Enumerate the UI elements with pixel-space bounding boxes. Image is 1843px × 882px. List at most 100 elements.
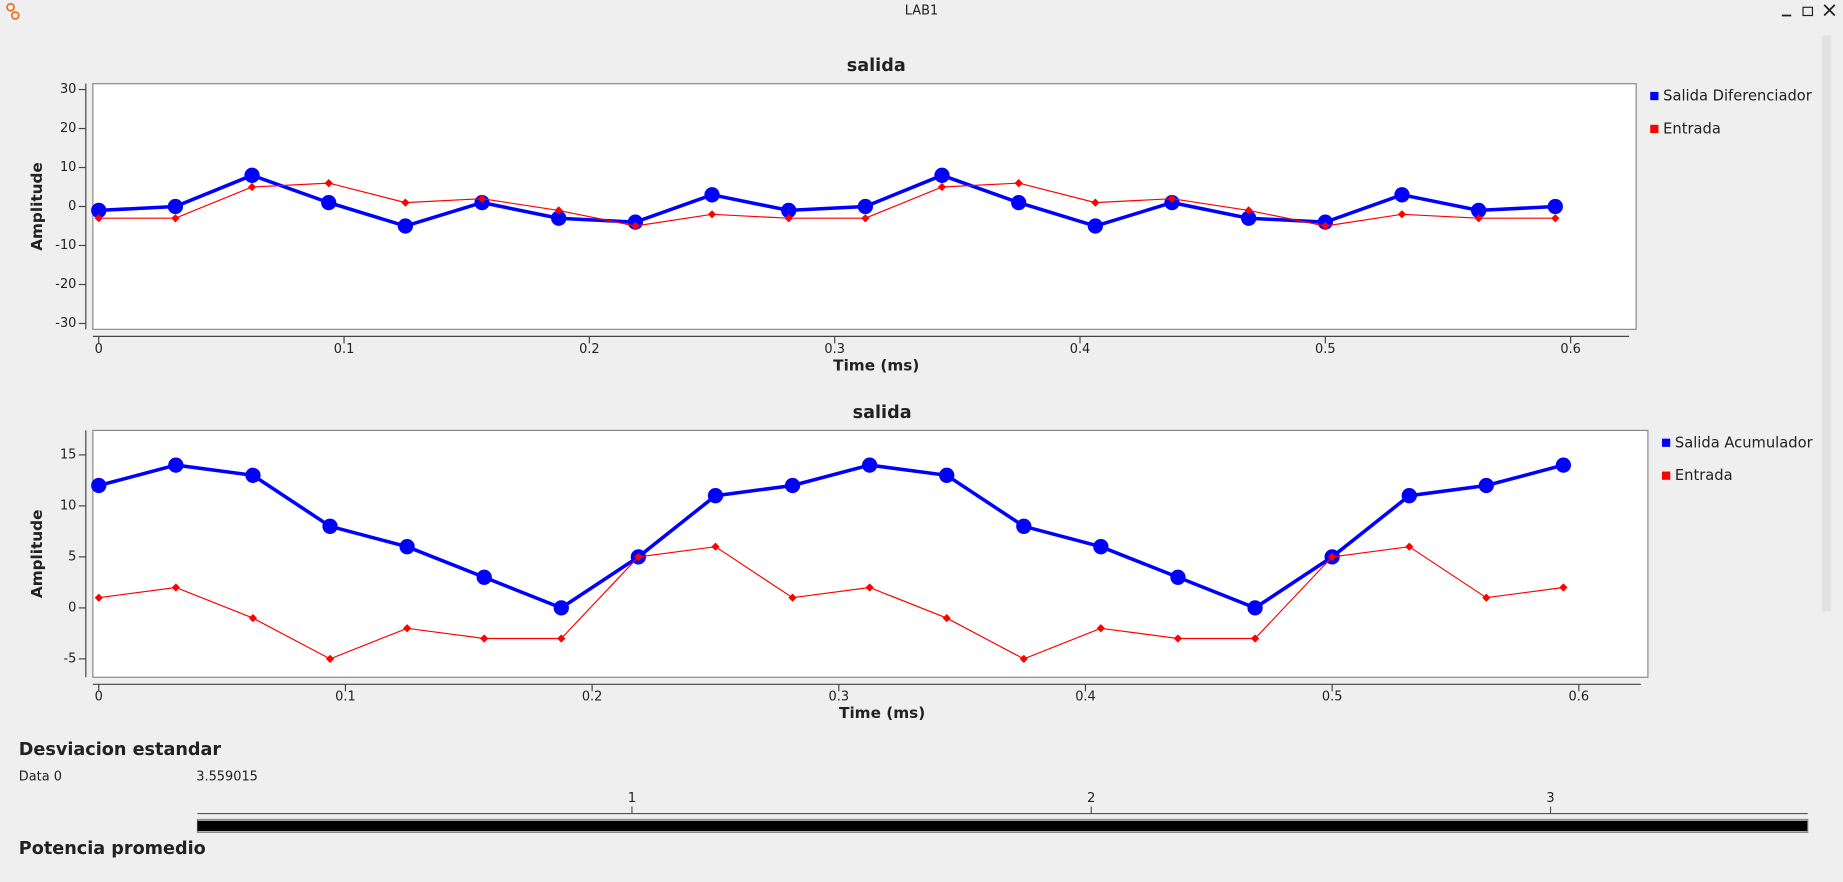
data-point (551, 210, 567, 226)
data-point (399, 539, 415, 555)
maximize-button[interactable] (1802, 6, 1814, 17)
data-point (1478, 477, 1494, 494)
data-point (91, 477, 107, 494)
x-tick-label: 0.4 (1075, 690, 1096, 705)
data-point (707, 210, 717, 219)
app-icon (10, 11, 20, 20)
x-tick-label: 0.2 (582, 690, 603, 705)
data-point (1093, 539, 1109, 555)
series-line (98, 173, 1556, 228)
legend-label: Salida Acumulador (1675, 434, 1814, 451)
data-point (939, 467, 955, 483)
close-button[interactable] (1823, 4, 1836, 17)
legend-swatch (1661, 471, 1671, 480)
data-point (1401, 488, 1417, 504)
legend-swatch (1650, 91, 1659, 101)
y-tick-label: 15 (60, 447, 76, 462)
y-tick-label: -10 (55, 238, 76, 253)
data-point (167, 198, 184, 215)
data-point (94, 593, 103, 602)
data-point (1016, 518, 1032, 534)
x-tick-label: 0.2 (579, 342, 600, 357)
y-tick-label: -5 (64, 651, 77, 666)
gauge-bar (197, 820, 1808, 832)
data-point (857, 198, 873, 215)
data-point (321, 194, 337, 211)
data-point (477, 194, 487, 203)
y-tick-label: 5 (68, 549, 76, 564)
data-point (94, 214, 103, 223)
data-point (1471, 202, 1487, 219)
data-point (1250, 634, 1260, 643)
data-point (322, 518, 338, 534)
y-tick-label: 10 (60, 160, 76, 175)
x-tick-label: 0.6 (1569, 690, 1590, 705)
gauge-tick-label: 2 (1087, 791, 1095, 806)
y-tick-label: -20 (55, 277, 76, 292)
data-point (707, 488, 724, 504)
data-point (403, 624, 412, 633)
data-point (1011, 194, 1027, 211)
data-point (1321, 221, 1330, 231)
title-bar: LAB1 (6, 2, 1836, 20)
x-axis-label: Time (ms) (839, 704, 925, 722)
x-tick-label: 0.5 (1315, 342, 1336, 357)
data-point (1170, 569, 1186, 585)
chart-title: salida (847, 56, 906, 76)
gauge-tick-label: 1 (628, 791, 636, 806)
window-title: LAB1 (905, 3, 938, 18)
data-point (1551, 214, 1560, 223)
data-point (711, 542, 720, 551)
legend-label: Salida Diferenciador (1663, 88, 1813, 105)
scrollbar[interactable] (1821, 35, 1832, 612)
data-point (401, 198, 410, 207)
data-point (1096, 624, 1106, 633)
legend-label: Entrada (1663, 121, 1721, 138)
data-point (1394, 187, 1410, 203)
data-point (168, 457, 184, 473)
data-point (1482, 593, 1491, 602)
data-point (934, 167, 950, 183)
data-point (1328, 552, 1337, 562)
data-point (634, 552, 643, 562)
data-point (631, 221, 640, 231)
legend-label: Entrada (1675, 467, 1733, 484)
series-line (98, 546, 1564, 660)
sink-label: Data 0 (19, 770, 62, 785)
legend-swatch (1650, 124, 1659, 134)
data-point (244, 167, 260, 183)
y-tick-label: 30 (60, 82, 76, 97)
y-axis-label: Amplitude (28, 510, 46, 599)
data-point (1241, 210, 1257, 226)
x-tick-label: 0.1 (335, 690, 356, 705)
section-title: Desviacion estandar (19, 740, 222, 760)
data-point (704, 187, 720, 203)
x-tick-label: 0.3 (824, 342, 845, 357)
x-tick-label: 0 (95, 690, 103, 705)
data-point (781, 202, 797, 219)
y-tick-label: -30 (55, 316, 76, 331)
y-tick-label: 10 (60, 498, 76, 513)
series-line (98, 463, 1564, 610)
sink-value: 3.559015 (196, 770, 258, 785)
x-tick-label: 0.4 (1070, 342, 1091, 357)
data-point (1474, 214, 1483, 223)
y-axis-label: Amplitude (28, 162, 46, 251)
legend-swatch (1661, 438, 1671, 447)
data-point (861, 214, 870, 223)
data-point (553, 600, 569, 616)
gauge-tick-label: 3 (1546, 791, 1554, 806)
data-point (861, 457, 878, 473)
y-tick-label: 20 (60, 121, 76, 136)
x-tick-label: 0.6 (1560, 342, 1581, 357)
data-point (1547, 198, 1563, 215)
data-point (397, 218, 414, 234)
data-point (476, 569, 492, 585)
data-point (784, 214, 793, 223)
data-point (91, 202, 107, 219)
data-point (1167, 194, 1177, 203)
series-line (98, 182, 1556, 227)
data-point (788, 593, 797, 602)
data-point (784, 477, 801, 494)
